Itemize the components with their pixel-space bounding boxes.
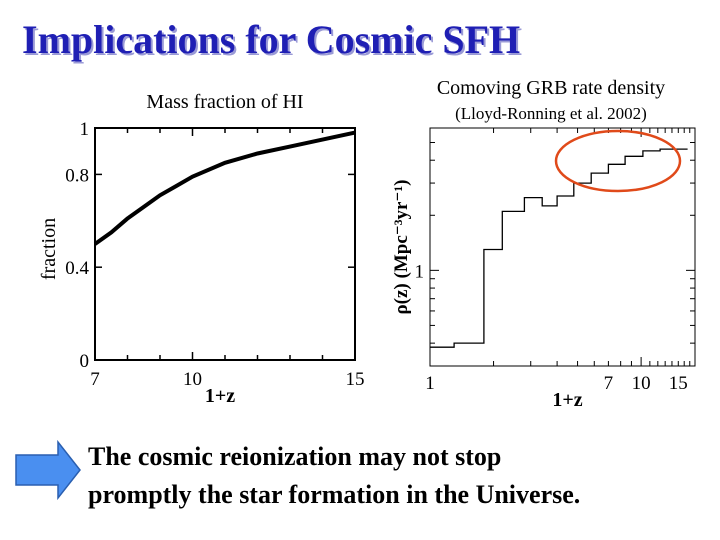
slide-title: Implications for Cosmic SFH [22, 17, 521, 62]
grb-x-tick-label: 1 [425, 373, 435, 394]
grb-chart-ticks: 1 7 10 15 1 [415, 127, 696, 394]
hi-chart-xlabel: 1+z [205, 385, 235, 407]
hi-fraction-line [93, 130, 356, 246]
hi-x-tick-label: 7 [90, 369, 100, 390]
hi-fraction-chart: Mass fraction of HI 0 0.4 0.8 1 7 10 15 1+z fr… [38, 91, 365, 407]
conclusion-text: The cosmic reionization may not stop pro… [88, 438, 580, 514]
grb-chart-ylabel: ρ(z) (Mpc⁻³yr⁻¹) [391, 180, 412, 315]
grb-chart-xlabel: 1+z [552, 389, 582, 411]
grb-rate-chart: Comoving GRB rate density (Lloyd-Ronning… [391, 77, 696, 411]
grb-chart-subtitle: (Lloyd-Ronning et al. 2002) [455, 104, 647, 123]
grb-x-tick-label: 10 [632, 373, 651, 394]
hi-x-tick-label: 10 [183, 369, 202, 390]
hi-chart-ticks: 0 0.4 0.8 1 7 10 15 [65, 119, 364, 390]
hi-y-tick-label: 0.4 [65, 258, 89, 279]
grb-x-tick-label: 15 [669, 373, 688, 394]
grb-chart-title: Comoving GRB rate density [437, 77, 665, 99]
hi-x-tick-label: 15 [346, 369, 365, 390]
conclusion-line-1: The cosmic reionization may not stop [88, 442, 502, 471]
hi-chart-title: Mass fraction of HI [146, 91, 303, 113]
hi-chart-ylabel: fraction [38, 218, 60, 280]
grb-chart-frame [429, 127, 696, 367]
conclusion-line-2: promptly the star formation in the Unive… [88, 480, 581, 509]
right-arrow-icon [15, 439, 81, 501]
grb-y-tick-label: 1 [415, 261, 425, 282]
grb-x-tick-label: 7 [604, 373, 614, 394]
hi-y-tick-label: 1 [80, 119, 90, 140]
highlight-ellipse [554, 129, 682, 193]
grb-rate-step-line [430, 148, 688, 348]
hi-y-tick-label: 0 [80, 351, 90, 372]
hi-y-tick-label: 0.8 [65, 165, 89, 186]
